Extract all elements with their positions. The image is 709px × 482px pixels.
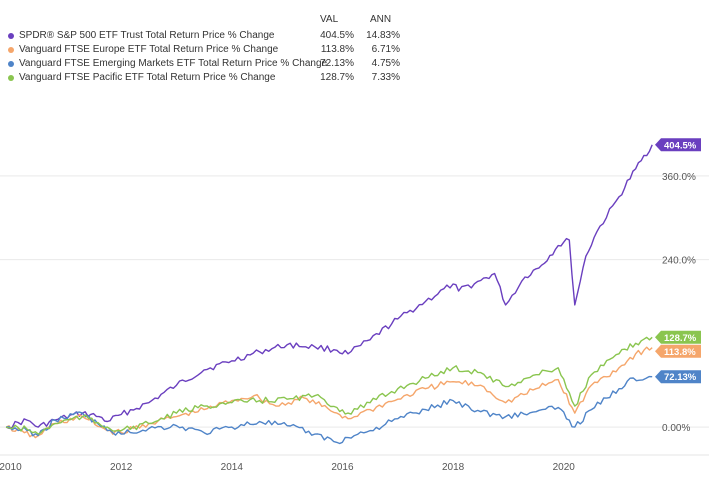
legend-dot-icon bbox=[8, 33, 14, 39]
series-line-0 bbox=[5, 144, 653, 430]
end-label-1: 113.8% bbox=[655, 344, 701, 358]
series-line-2 bbox=[6, 375, 653, 445]
end-label-3: 128.7% bbox=[655, 330, 701, 344]
x-axis: 2010 2012 2014 2016 2018 2020 bbox=[0, 462, 575, 473]
end-label-tag bbox=[655, 344, 701, 358]
end-label-tag bbox=[655, 138, 701, 152]
legend-dot-icon bbox=[8, 61, 14, 67]
legend-item-val: 113.8% bbox=[320, 44, 354, 55]
grid bbox=[0, 175, 709, 456]
end-label-2: 72.13% bbox=[655, 370, 701, 384]
end-label-tag bbox=[655, 370, 701, 384]
end-label-text: 113.8% bbox=[664, 347, 696, 358]
end-label-tag bbox=[655, 330, 701, 344]
legend-item-ann: 4.75% bbox=[371, 58, 400, 69]
legend-ann-header: ANN bbox=[370, 14, 392, 25]
legend-dot-icon bbox=[8, 75, 14, 81]
end-label-0: 404.5% bbox=[655, 138, 701, 152]
legend-item-val: 404.5% bbox=[320, 30, 354, 41]
legend-item-name: Vanguard FTSE Emerging Markets ETF Total… bbox=[19, 58, 328, 69]
legend-item-name: SPDR® S&P 500 ETF Trust Total Return Pri… bbox=[19, 30, 275, 41]
y-axis: 0.00% 240.0% 360.0% bbox=[662, 172, 696, 434]
legend-item-val: 128.7% bbox=[320, 72, 354, 83]
series-line-1 bbox=[5, 346, 653, 439]
legend: VAL ANN SPDR® S&P 500 ETF Trust Total Re… bbox=[0, 0, 709, 100]
legend-dot-icon bbox=[8, 47, 14, 53]
end-label-text: 128.7% bbox=[664, 333, 697, 344]
x-tick-label: 2018 bbox=[442, 462, 465, 473]
series-line-3 bbox=[5, 336, 653, 435]
end-label-text: 404.5% bbox=[664, 140, 697, 151]
legend-item-name: Vanguard FTSE Pacific ETF Total Return P… bbox=[19, 72, 276, 83]
x-tick-label: 2010 bbox=[0, 462, 22, 473]
series-lines bbox=[5, 144, 653, 445]
x-tick-label: 2012 bbox=[110, 462, 133, 473]
x-tick-label: 2014 bbox=[221, 462, 244, 473]
legend-item-val: 72.13% bbox=[320, 58, 354, 69]
x-tick-label: 2020 bbox=[553, 462, 576, 473]
legend-item-ann: 14.83% bbox=[366, 30, 400, 41]
x-tick-label: 2016 bbox=[331, 462, 354, 473]
legend-item-ann: 7.33% bbox=[371, 72, 400, 83]
legend-val-header: VAL bbox=[320, 14, 339, 25]
legend-item-ann: 6.71% bbox=[371, 44, 400, 55]
end-labels: 404.5% 128.7% 113.8% 72.13% bbox=[655, 138, 701, 384]
legend-item-name: Vanguard FTSE Europe ETF Total Return Pr… bbox=[19, 44, 279, 55]
end-label-text: 72.13% bbox=[664, 372, 697, 383]
y-tick-label: 360.0% bbox=[662, 172, 696, 183]
y-tick-label: 240.0% bbox=[662, 256, 696, 267]
y-tick-label: 0.00% bbox=[662, 423, 690, 434]
